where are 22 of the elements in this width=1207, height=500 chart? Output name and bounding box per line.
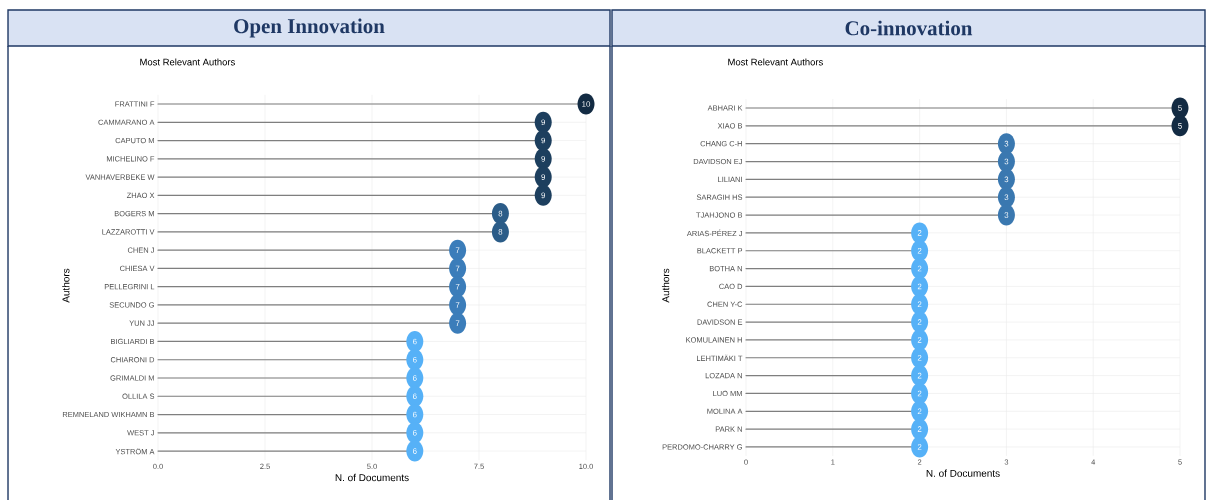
x-axis-title: N. of Documents <box>926 469 1000 477</box>
y-axis-title: Authors <box>62 268 70 303</box>
point <box>406 330 424 352</box>
point <box>406 440 424 462</box>
point <box>491 221 509 243</box>
point <box>449 239 467 261</box>
chart-subtitle: Most Relevant Authors <box>140 58 235 66</box>
point <box>406 385 424 407</box>
chart-subtitle: Most Relevant Authors <box>728 58 823 66</box>
point <box>449 257 467 279</box>
chart-title: Open Innovation <box>234 18 385 38</box>
point <box>449 294 467 316</box>
point <box>406 349 424 371</box>
point <box>491 203 509 225</box>
chart-title: Co-innovation <box>845 20 973 36</box>
point <box>534 130 552 152</box>
point <box>449 312 467 334</box>
point <box>449 276 467 298</box>
point <box>406 404 424 426</box>
y-axis-title: Authors <box>661 268 670 303</box>
x-axis-title: N. of Documents <box>335 473 409 482</box>
point <box>534 184 552 206</box>
